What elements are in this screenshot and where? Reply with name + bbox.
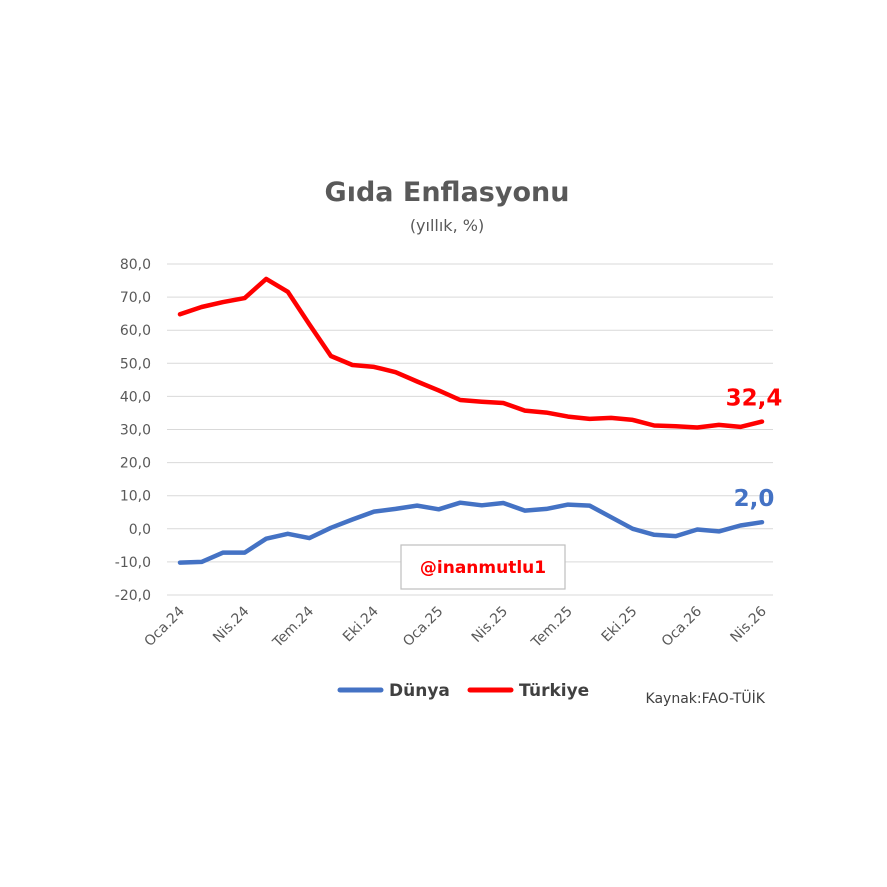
y-tick-label: 70,0 [120,290,151,306]
x-tick-label: Tem.25 [528,604,576,652]
y-tick-label: 50,0 [120,356,151,372]
x-tick-label: Oca.24 [141,603,187,649]
x-tick-label: Nis.24 [210,603,252,645]
y-tick-label: 30,0 [120,423,151,439]
x-axis-ticks: Oca.24 Nis.24 Tem.24 Eki.24 Oca.25 Nis.25 Tem.… [141,603,769,651]
x-tick-label: Eki.24 [340,603,382,645]
x-tick-label: Nis.25 [469,604,511,646]
y-tick-label: 20,0 [120,456,151,472]
watermark-frame [400,544,566,590]
legend-label-dunya: Dünya [389,681,450,701]
x-tick-label: Tem.24 [269,603,317,651]
chart-title: Gıda Enflasyonu [325,177,570,208]
x-tick-label: Oca.26 [659,603,705,649]
series-line-dunya [177,500,765,565]
y-tick-label: -10,0 [115,555,151,571]
x-tick-label: Nis.26 [727,603,769,645]
y-tick-label: 0,0 [129,522,151,538]
chart-subtitle: (yıllık, %) [410,216,484,235]
end-label-dunya: 2,0 [734,486,775,512]
y-tick-label: 80,0 [120,257,151,273]
end-label-turkiye: 32,4 [726,386,783,412]
y-tick-label: 60,0 [120,323,151,339]
legend-label-turkiye: Türkiye [519,681,589,701]
grid-lines [167,263,773,596]
source-note: Kaynak:FAO-TÜİK [646,689,766,707]
series-line-turkiye [177,276,765,430]
y-tick-label: -20,0 [115,588,151,604]
y-tick-label: 10,0 [120,489,151,505]
x-tick-label: Eki.25 [599,604,641,646]
series-lines [177,276,765,565]
x-tick-label: Oca.25 [400,604,446,650]
y-tick-label: 40,0 [120,389,151,405]
watermark-box: @inanmutlu1 [400,544,566,590]
legend: Dünya Türkiye [337,681,589,701]
watermark-text: @inanmutlu1 [420,558,546,578]
y-axis-ticks: -20,0 -10,0 0,0 10,0 20,0 30,0 40,0 50,0 60,0 70,… [115,257,151,604]
